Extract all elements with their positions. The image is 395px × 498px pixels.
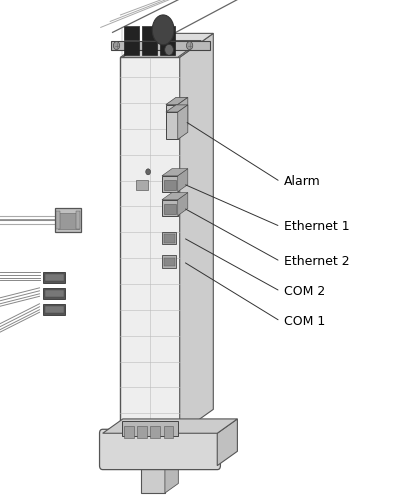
Polygon shape [166,105,188,112]
Bar [76,211,80,229]
FancyBboxPatch shape [100,429,220,470]
Ellipse shape [165,44,173,55]
Bar [166,112,178,139]
Polygon shape [103,419,237,433]
Bar [164,180,176,190]
Bar [164,204,176,214]
Polygon shape [178,98,188,132]
Polygon shape [120,33,213,57]
Bar [56,211,60,229]
Bar [162,200,178,216]
Bar [162,232,176,244]
Bar [166,105,178,132]
Polygon shape [217,419,237,466]
Bar [136,180,148,190]
Polygon shape [178,105,188,139]
Circle shape [186,42,193,50]
Polygon shape [162,193,188,200]
Bar [43,304,65,315]
Bar [142,41,157,55]
Bar [124,26,139,40]
Bar [122,421,178,436]
Ellipse shape [152,15,174,45]
Text: Ethernet 1: Ethernet 1 [284,220,350,233]
Bar [162,255,176,268]
Bar [150,426,160,438]
Bar [142,26,157,40]
Circle shape [113,42,120,50]
Bar [141,466,165,493]
Bar [164,258,175,266]
Text: Alarm: Alarm [284,175,321,188]
Bar [124,426,134,438]
Polygon shape [162,169,188,176]
Bar [43,272,65,283]
Bar [160,26,175,40]
Polygon shape [122,40,201,57]
Bar [124,41,139,55]
Bar [162,176,178,192]
Text: COM 2: COM 2 [284,285,325,298]
Bar [160,41,175,55]
Bar [45,274,64,281]
Bar [58,213,79,229]
Text: COM 1: COM 1 [284,315,325,328]
Bar [55,208,81,232]
Bar [43,288,65,299]
Bar [111,41,210,50]
Bar [164,426,173,438]
Bar [45,306,64,313]
Bar [45,290,64,297]
Polygon shape [165,456,179,493]
Bar [137,426,147,438]
Text: Ethernet 2: Ethernet 2 [284,255,350,268]
Polygon shape [166,98,188,105]
Bar [164,234,175,243]
Polygon shape [178,193,188,216]
Polygon shape [180,33,213,433]
Bar [120,57,180,433]
Polygon shape [178,169,188,192]
Circle shape [146,169,150,175]
